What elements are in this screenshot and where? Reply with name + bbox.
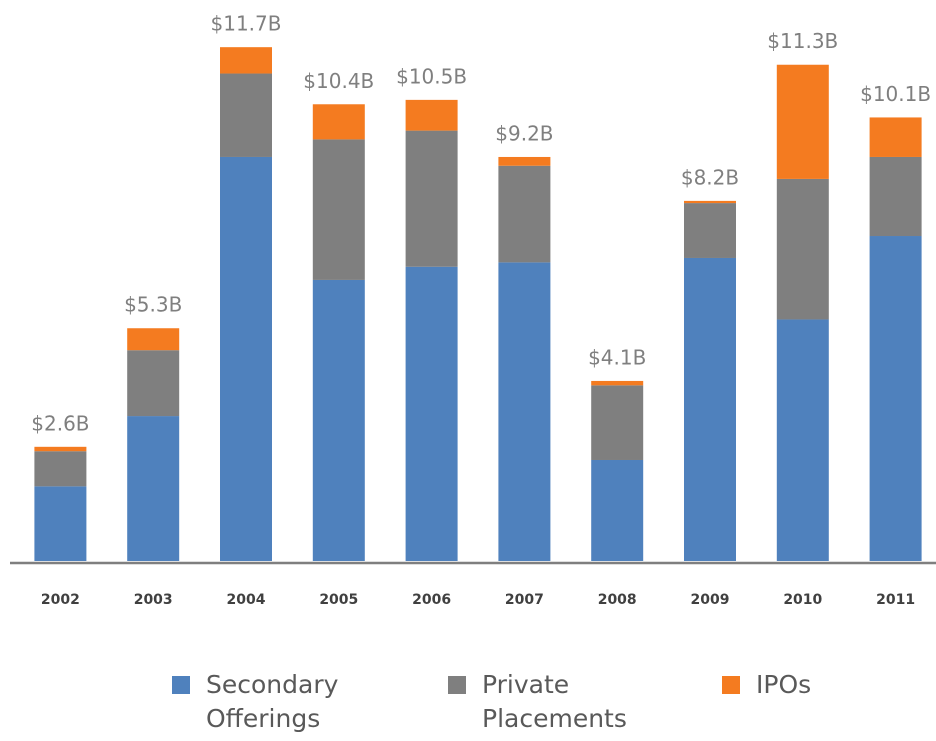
- bar-segment: [405, 99, 458, 131]
- bar-segment: [34, 451, 87, 487]
- x-tick-label: 2005: [319, 592, 358, 608]
- bar-segment: [127, 328, 180, 351]
- total-label: $10.5B: [396, 64, 467, 88]
- total-label: $10.4B: [303, 69, 374, 93]
- total-label: $2.6B: [31, 411, 89, 435]
- total-label: $4.1B: [588, 345, 646, 369]
- bar-segment: [684, 203, 736, 258]
- bar-segment: [776, 178, 829, 320]
- bar-segment: [34, 446, 87, 452]
- bar-segment: [498, 156, 551, 166]
- bar-segment: [869, 117, 922, 157]
- bar-segment: [127, 350, 180, 417]
- total-label: $11.3B: [767, 29, 838, 53]
- legend-swatch: [172, 676, 190, 694]
- bar-segment: [776, 64, 829, 179]
- legend-swatch: [448, 676, 466, 694]
- bar-segment: [869, 156, 922, 237]
- bar-segment: [684, 257, 736, 561]
- legend-label: IPOs: [756, 670, 812, 699]
- bar-segment: [220, 156, 272, 561]
- bar-segment: [405, 130, 458, 267]
- total-label: $8.2B: [681, 165, 739, 189]
- x-tick-label: 2008: [598, 592, 637, 608]
- bar-segment: [312, 279, 365, 561]
- bar-segment: [405, 266, 458, 561]
- legend-swatch: [722, 676, 740, 694]
- legend: Secondary Offerings Private Placements IPO…: [0, 668, 936, 741]
- bar-segment: [34, 486, 87, 561]
- total-label: $5.3B: [124, 293, 182, 317]
- bar-segment: [220, 73, 272, 157]
- legend-label: Private Placements: [482, 670, 627, 733]
- bar-segment: [127, 416, 180, 561]
- x-tick-label: 2003: [134, 592, 173, 608]
- bar-segment: [220, 47, 272, 74]
- legend-label: Secondary Offerings: [206, 670, 339, 733]
- bar-segment: [591, 385, 644, 460]
- bar-segment: [869, 236, 922, 561]
- bar-segment: [591, 380, 644, 386]
- x-tick-label: 2006: [412, 592, 451, 608]
- bar-segment: [591, 459, 644, 561]
- x-tick-label: 2007: [505, 592, 544, 608]
- legend-entry: Secondary Offerings: [172, 668, 376, 736]
- x-tick-label: 2002: [41, 592, 80, 608]
- chart: $2.6B 2002 $5.3B 2003 $11.7B 2004 $10.4B 2005 $1…: [10, 12, 936, 608]
- bar-segment: [498, 165, 551, 263]
- bar-segment: [312, 139, 365, 280]
- x-tick-label: 2011: [876, 592, 915, 608]
- bar-segment: [498, 262, 551, 561]
- total-label: $11.7B: [211, 12, 282, 36]
- legend-entry: IPOs: [722, 668, 876, 702]
- x-tick-label: 2009: [691, 592, 730, 608]
- bar-segment: [312, 104, 365, 140]
- total-label: $10.1B: [860, 82, 931, 106]
- x-tick-label: 2004: [227, 592, 266, 608]
- x-tick-label: 2010: [783, 592, 822, 608]
- bar-segment: [776, 319, 829, 561]
- bar-segment: [684, 200, 736, 204]
- legend-entry: Private Placements: [448, 668, 662, 736]
- total-label: $9.2B: [495, 121, 553, 145]
